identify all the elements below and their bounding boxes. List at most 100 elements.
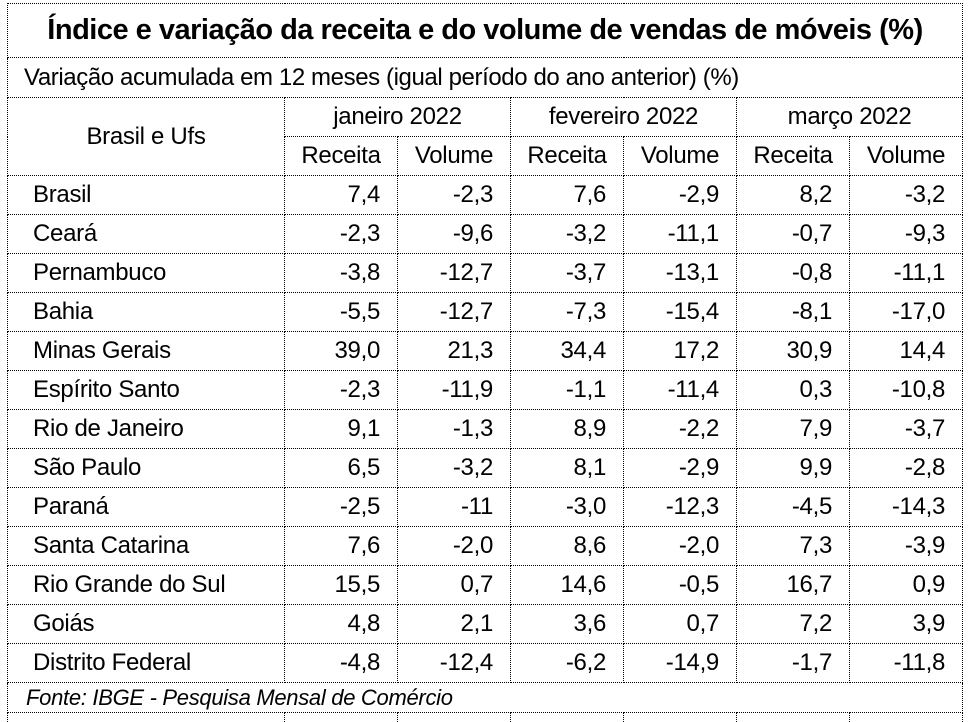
value-cell: 8,1 (511, 449, 624, 488)
value-cell: 16,7 (737, 566, 850, 605)
value-cell: 17,2 (624, 332, 737, 371)
value-cell: -3,2 (850, 176, 963, 215)
title-row: Índice e variação da receita e do volume… (8, 4, 963, 58)
region-cell: Rio de Janeiro (8, 410, 285, 449)
value-cell: -14,9 (624, 644, 737, 683)
value-cell: -2,3 (285, 371, 398, 410)
subheader-volume: Volume (398, 137, 511, 176)
column-group-marco-2022: março 2022 (737, 98, 963, 137)
value-cell: -3,7 (511, 254, 624, 293)
value-cell: -2,0 (624, 527, 737, 566)
value-cell: -5,5 (285, 293, 398, 332)
value-cell: -7,3 (511, 293, 624, 332)
value-cell: -11,1 (850, 254, 963, 293)
region-column-header: Brasil e Ufs (8, 98, 285, 176)
empty-cell (850, 713, 963, 722)
value-cell: 0,7 (398, 566, 511, 605)
subheader-volume: Volume (850, 137, 963, 176)
table-row: Bahia-5,5-12,7-7,3-15,4-8,1-17,0 (8, 293, 963, 332)
value-cell: -11,8 (850, 644, 963, 683)
value-cell: -2,5 (285, 488, 398, 527)
region-cell: Minas Gerais (8, 332, 285, 371)
value-cell: 7,6 (511, 176, 624, 215)
value-cell: -11,9 (398, 371, 511, 410)
value-cell: 7,6 (285, 527, 398, 566)
empty-cell (8, 713, 285, 722)
value-cell: 14,6 (511, 566, 624, 605)
value-cell: 7,3 (737, 527, 850, 566)
value-cell: -2,3 (285, 215, 398, 254)
value-cell: 0,7 (624, 605, 737, 644)
subheader-volume: Volume (624, 137, 737, 176)
region-cell: São Paulo (8, 449, 285, 488)
value-cell: -11,1 (624, 215, 737, 254)
source-note: Fonte: IBGE - Pesquisa Mensal de Comérci… (8, 683, 963, 713)
region-cell: Ceará (8, 215, 285, 254)
value-cell: -12,3 (624, 488, 737, 527)
month-header-row: Brasil e Ufs janeiro 2022 fevereiro 2022… (8, 98, 963, 137)
region-cell: Pernambuco (8, 254, 285, 293)
table-row: Distrito Federal-4,8-12,4-6,2-14,9-1,7-1… (8, 644, 963, 683)
value-cell: 3,6 (511, 605, 624, 644)
value-cell: -3,8 (285, 254, 398, 293)
value-cell: -12,4 (398, 644, 511, 683)
value-cell: -4,8 (285, 644, 398, 683)
value-cell: 14,4 (850, 332, 963, 371)
region-cell: Santa Catarina (8, 527, 285, 566)
value-cell: -11,4 (624, 371, 737, 410)
value-cell: -17,0 (850, 293, 963, 332)
empty-cell (511, 713, 624, 722)
value-cell: -12,7 (398, 254, 511, 293)
value-cell: -9,3 (850, 215, 963, 254)
value-cell: 4,8 (285, 605, 398, 644)
table-row: Pernambuco-3,8-12,7-3,7-13,1-0,8-11,1 (8, 254, 963, 293)
clipped-grid-row (8, 713, 963, 722)
column-group-fevereiro-2022: fevereiro 2022 (511, 98, 737, 137)
source-row: Fonte: IBGE - Pesquisa Mensal de Comérci… (8, 683, 963, 713)
value-cell: -1,1 (511, 371, 624, 410)
value-cell: -3,2 (511, 215, 624, 254)
value-cell: -0,8 (737, 254, 850, 293)
value-cell: -15,4 (624, 293, 737, 332)
value-cell: 2,1 (398, 605, 511, 644)
value-cell: 34,4 (511, 332, 624, 371)
value-cell: 7,9 (737, 410, 850, 449)
region-cell: Goiás (8, 605, 285, 644)
value-cell: 6,5 (285, 449, 398, 488)
region-cell: Rio Grande do Sul (8, 566, 285, 605)
value-cell: 9,9 (737, 449, 850, 488)
region-cell: Paraná (8, 488, 285, 527)
value-cell: -2,2 (624, 410, 737, 449)
region-cell: Distrito Federal (8, 644, 285, 683)
value-cell: -11 (398, 488, 511, 527)
value-cell: 7,2 (737, 605, 850, 644)
region-cell: Brasil (8, 176, 285, 215)
value-cell: -12,7 (398, 293, 511, 332)
value-cell: -3,0 (511, 488, 624, 527)
value-cell: 15,5 (285, 566, 398, 605)
value-cell: -2,9 (624, 449, 737, 488)
value-cell: 21,3 (398, 332, 511, 371)
value-cell: 30,9 (737, 332, 850, 371)
region-cell: Bahia (8, 293, 285, 332)
value-cell: 39,0 (285, 332, 398, 371)
value-cell: -3,9 (850, 527, 963, 566)
value-cell: -2,8 (850, 449, 963, 488)
value-cell: 0,9 (850, 566, 963, 605)
furniture-sales-table: Índice e variação da receita e do volume… (7, 3, 963, 722)
value-cell: -1,3 (398, 410, 511, 449)
value-cell: -8,1 (737, 293, 850, 332)
value-cell: -10,8 (850, 371, 963, 410)
empty-cell (285, 713, 398, 722)
value-cell: 9,1 (285, 410, 398, 449)
table-row: Ceará-2,3-9,6-3,2-11,1-0,7-9,3 (8, 215, 963, 254)
